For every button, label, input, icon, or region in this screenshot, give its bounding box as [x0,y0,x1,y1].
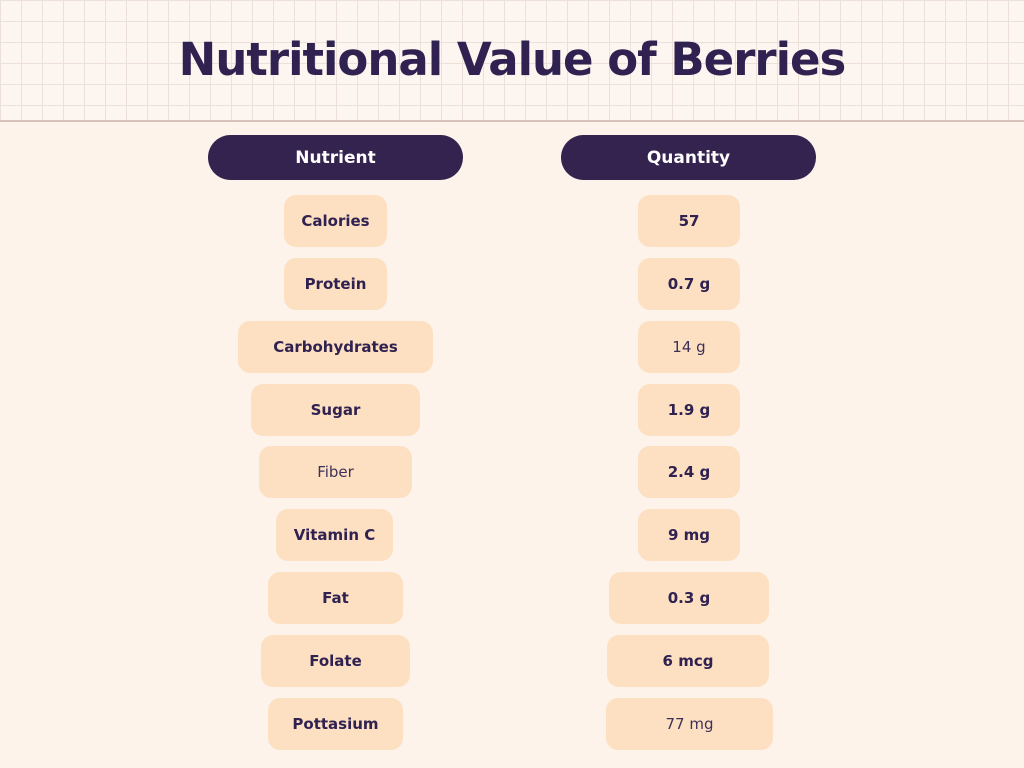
quantity-cell: 9 mg [638,509,740,561]
quantity-cell: 57 [638,195,740,247]
quantity-cell: 77 mg [606,698,773,750]
quantity-cell: 14 g [638,321,740,373]
nutrient-cell: Pottasium [268,698,403,750]
quantity-cell: 0.3 g [609,572,769,624]
column-header-nutrient: Nutrient [208,135,463,180]
nutrient-cell: Protein [284,258,387,310]
nutrient-cell: Fiber [259,446,412,498]
quantity-cell: 1.9 g [638,384,740,436]
quantity-cell: 0.7 g [638,258,740,310]
nutrient-cell: Sugar [251,384,420,436]
title-banner [0,0,1024,122]
nutrient-cell: Fat [268,572,403,624]
quantity-cell: 2.4 g [638,446,740,498]
nutrient-cell: Vitamin C [276,509,393,561]
nutrient-cell: Calories [284,195,387,247]
quantity-cell: 6 mcg [607,635,769,687]
page-title: Nutritional Value of Berries [178,33,847,86]
nutrient-cell: Carbohydrates [238,321,433,373]
nutrient-cell: Folate [261,635,410,687]
column-header-quantity: Quantity [561,135,816,180]
